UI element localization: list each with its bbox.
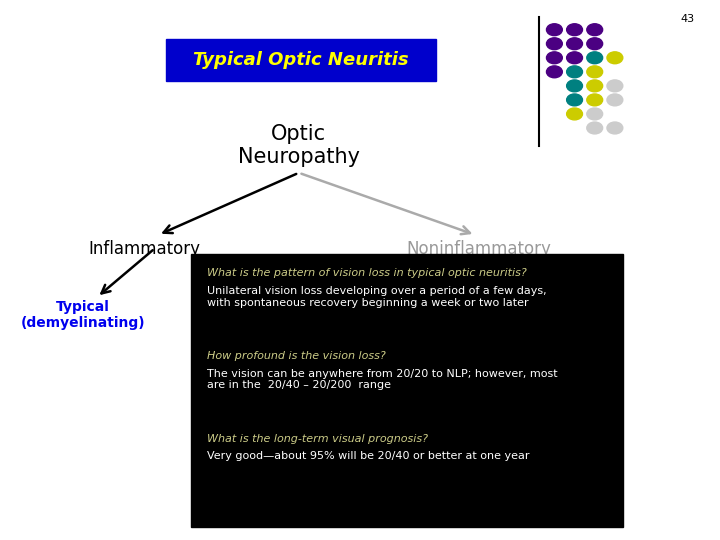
Text: Typical Optic Neuritis: Typical Optic Neuritis — [193, 51, 408, 69]
Circle shape — [587, 38, 603, 50]
Circle shape — [546, 24, 562, 36]
Text: What is the pattern of vision loss in typical optic neuritis?: What is the pattern of vision loss in ty… — [207, 268, 527, 279]
Text: Very good—about 95% will be 20/40 or better at one year: Very good—about 95% will be 20/40 or bet… — [207, 451, 530, 461]
Circle shape — [546, 66, 562, 78]
Circle shape — [587, 122, 603, 134]
Circle shape — [607, 52, 623, 64]
Circle shape — [567, 94, 582, 106]
Circle shape — [587, 24, 603, 36]
Circle shape — [546, 38, 562, 50]
Text: Optic
Neuropathy: Optic Neuropathy — [238, 124, 360, 167]
FancyBboxPatch shape — [166, 39, 436, 81]
Text: How profound is the vision loss?: How profound is the vision loss? — [207, 351, 386, 361]
Circle shape — [546, 52, 562, 64]
Circle shape — [587, 66, 603, 78]
Circle shape — [567, 80, 582, 92]
Circle shape — [607, 80, 623, 92]
Circle shape — [567, 66, 582, 78]
Text: The vision can be anywhere from 20/20 to NLP; however, most
are in the  20/40 – : The vision can be anywhere from 20/20 to… — [207, 369, 558, 390]
Circle shape — [567, 52, 582, 64]
Circle shape — [587, 52, 603, 64]
Circle shape — [567, 108, 582, 120]
FancyBboxPatch shape — [191, 254, 623, 526]
Text: Noninflammatory: Noninflammatory — [406, 240, 552, 258]
Text: Unilateral vision loss developing over a period of a few days,
with spontaneous : Unilateral vision loss developing over a… — [207, 286, 547, 308]
Circle shape — [567, 24, 582, 36]
Circle shape — [587, 80, 603, 92]
Text: Inflammatory: Inflammatory — [88, 240, 200, 258]
Circle shape — [607, 122, 623, 134]
Circle shape — [607, 94, 623, 106]
Circle shape — [587, 108, 603, 120]
Text: 43: 43 — [680, 14, 695, 24]
Text: What is the long-term visual prognosis?: What is the long-term visual prognosis? — [207, 434, 428, 444]
Circle shape — [587, 94, 603, 106]
Circle shape — [567, 38, 582, 50]
Text: Typical
(demyelinating): Typical (demyelinating) — [20, 300, 145, 330]
